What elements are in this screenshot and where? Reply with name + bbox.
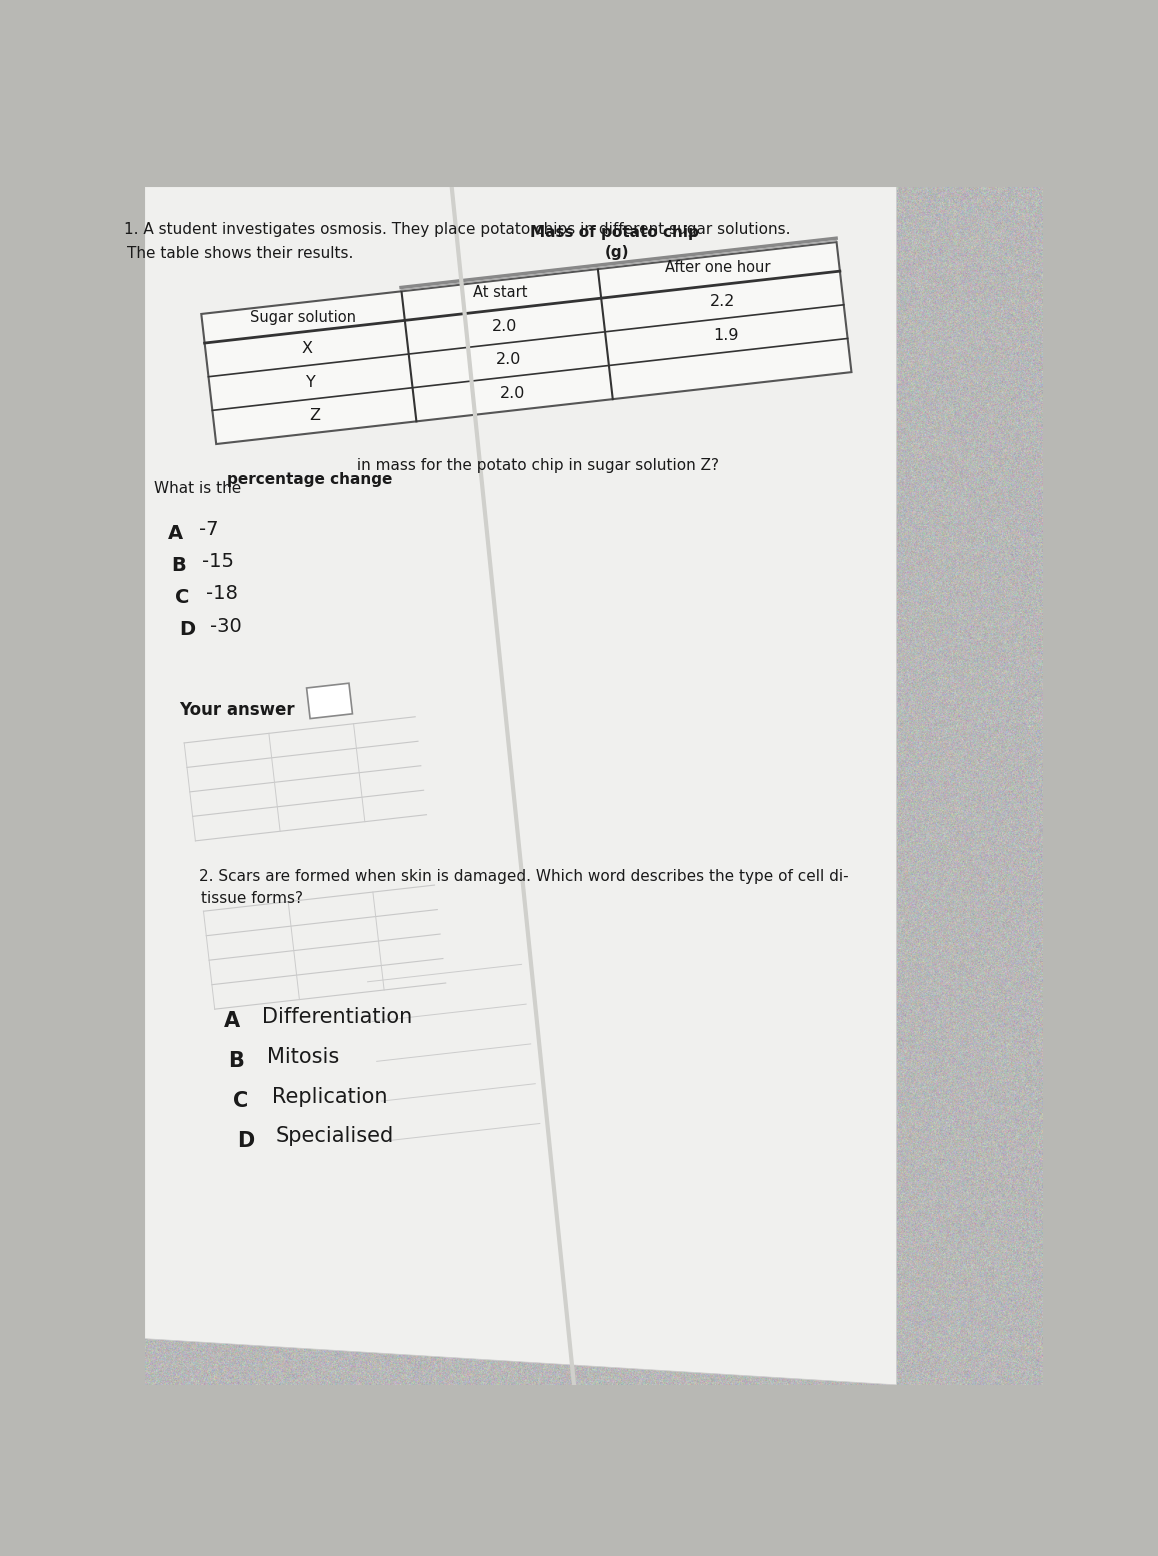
Text: A: A: [168, 524, 183, 543]
Text: After one hour: After one hour: [665, 260, 770, 275]
Text: -15: -15: [203, 552, 234, 571]
Text: D: D: [237, 1131, 255, 1150]
Text: 1.9: 1.9: [713, 328, 739, 342]
FancyBboxPatch shape: [201, 243, 851, 443]
Text: 2. Scars are formed when skin is damaged. Which word describes the type of cell : 2. Scars are formed when skin is damaged…: [199, 870, 849, 884]
Text: Z: Z: [309, 408, 320, 423]
Text: Specialised: Specialised: [276, 1127, 395, 1147]
Text: tissue forms?: tissue forms?: [201, 890, 303, 906]
Text: Mass of potato chip: Mass of potato chip: [529, 224, 698, 240]
Polygon shape: [145, 187, 896, 1385]
Text: 2.0: 2.0: [500, 386, 526, 401]
Text: 2.0: 2.0: [496, 352, 521, 367]
Text: (g): (g): [604, 246, 629, 260]
Text: C: C: [175, 588, 190, 607]
Text: What is the: What is the: [154, 481, 247, 495]
Text: 1. A student investigates osmosis. They place potato chips in different sugar so: 1. A student investigates osmosis. They …: [124, 223, 791, 237]
Text: -30: -30: [210, 616, 242, 635]
Text: -7: -7: [199, 520, 218, 540]
Text: 2.2: 2.2: [710, 294, 735, 310]
Text: At start: At start: [472, 285, 527, 300]
Text: -18: -18: [206, 585, 239, 604]
Text: in mass for the potato chip in sugar solution Z?: in mass for the potato chip in sugar sol…: [352, 457, 719, 473]
Text: Your answer: Your answer: [179, 700, 295, 719]
Text: C: C: [233, 1091, 248, 1111]
Text: X: X: [301, 341, 313, 356]
FancyBboxPatch shape: [307, 683, 352, 719]
Text: Differentiation: Differentiation: [263, 1007, 412, 1027]
Text: Mitosis: Mitosis: [267, 1047, 339, 1067]
Text: Y: Y: [306, 375, 315, 389]
Text: 2.0: 2.0: [492, 319, 518, 333]
Text: B: B: [228, 1052, 244, 1071]
Text: The table shows their results.: The table shows their results.: [127, 246, 353, 261]
Text: percentage change: percentage change: [227, 471, 393, 487]
Text: B: B: [171, 555, 186, 574]
Text: D: D: [179, 621, 195, 640]
Text: Replication: Replication: [271, 1086, 387, 1106]
Text: Sugar solution: Sugar solution: [250, 310, 356, 325]
Text: A: A: [223, 1011, 240, 1032]
